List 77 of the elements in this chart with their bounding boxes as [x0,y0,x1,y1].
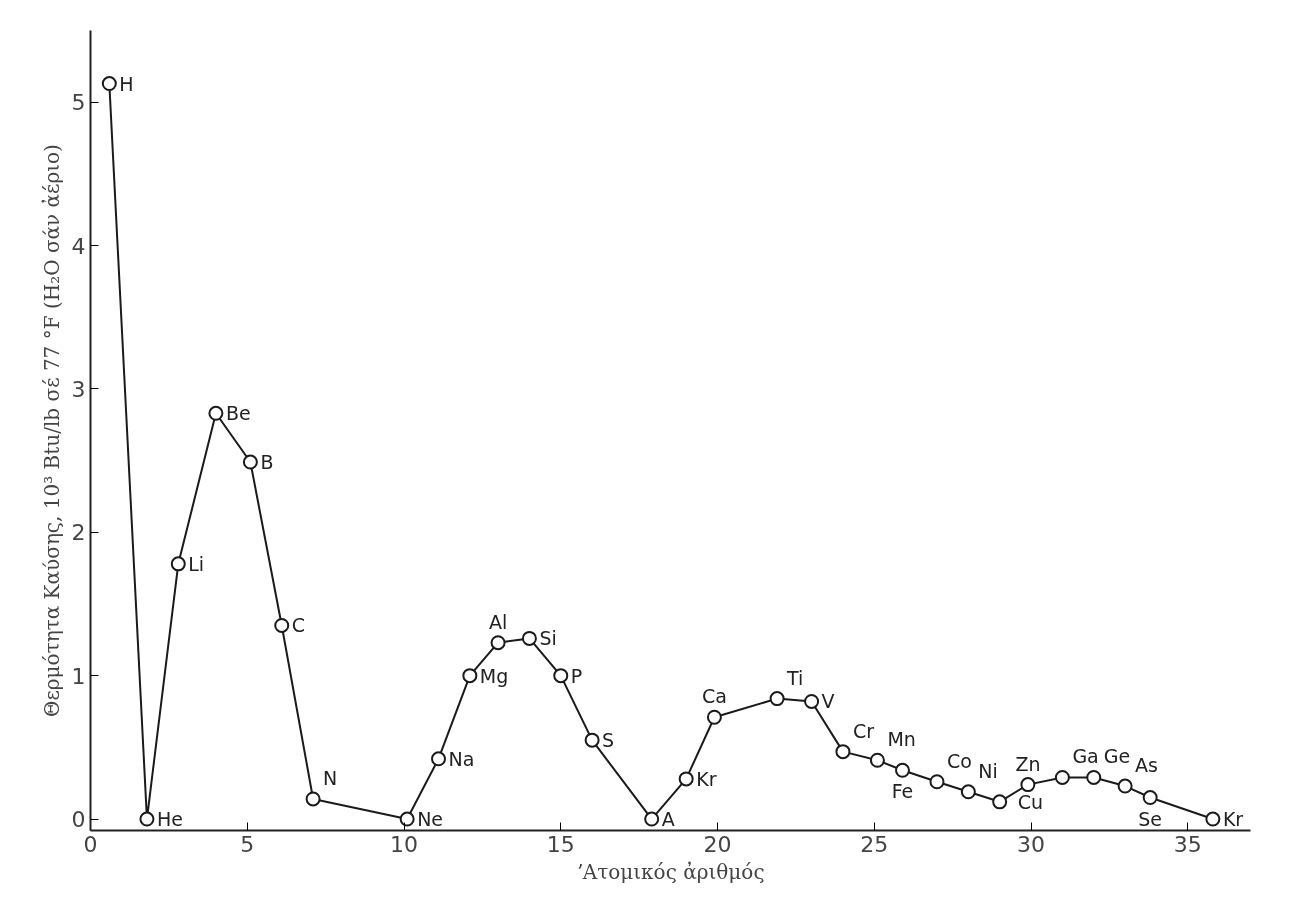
point [895,762,910,778]
annotation: S [602,729,615,752]
annotation: Al [488,610,508,633]
point [804,693,820,709]
annotation: Be [225,402,251,425]
point [1117,778,1133,794]
point [274,617,290,633]
point [170,556,186,572]
x-tick-label: 25 [860,831,889,857]
annotation: Si [539,627,557,650]
point [644,811,660,827]
annotation: Na [448,747,475,770]
x-tick-label: 20 [703,831,732,857]
annotation: V [821,690,835,713]
annotation: As [1135,754,1158,777]
point [584,732,600,748]
y-tick-label: 2 [71,520,86,546]
x-tick-label: 15 [546,831,575,857]
y-axis-title: Θερμότητα Καύσης, 10³ Btu/lb σέ 77 °F (H₂O σάν ἀέριο) [39,144,64,717]
annotation: A [661,808,675,831]
annotation: Ni [978,759,998,782]
annotation: Cu [1017,790,1043,813]
point [1086,769,1102,785]
y-tick-label: 0 [71,807,86,833]
point [399,811,415,827]
point [101,76,117,92]
y-tick-label: 4 [71,233,86,259]
point [1205,811,1221,827]
annotation: Kr [1222,808,1244,831]
point [960,784,976,800]
annotation: H [119,72,134,95]
annotation: Fe [891,780,914,803]
annotation: Co [946,749,972,772]
point [431,751,446,767]
point [462,668,478,684]
annotation: Ga [1072,745,1099,768]
y-tick-label: 1 [71,663,86,689]
x-axis-title: ʼΑτομικός ἀριθμός [576,859,765,884]
x-tick-label: 35 [1173,831,1202,857]
point [835,744,851,760]
point [242,454,258,470]
annotation: Ti [786,666,804,689]
annotation: P [570,664,583,687]
annotation: Mn [887,728,916,751]
annotation: Se [1138,807,1163,830]
annotation: Zn [1015,752,1041,775]
point [929,774,945,790]
annotation: Ge [1103,745,1131,768]
point [992,794,1008,810]
annotation: Mg [479,664,509,687]
annotation: B [260,451,274,474]
annotation: Cr [852,719,875,742]
annotation: C [291,614,306,637]
point [521,630,537,646]
point [678,771,694,787]
point [769,691,785,707]
point [1054,769,1070,785]
point [139,811,155,827]
y-tick-label: 5 [71,90,86,116]
point [490,635,506,651]
point [208,405,224,421]
y-tick-label: 3 [71,376,86,402]
annotation: He [156,808,183,831]
x-tick-label: 10 [390,831,419,857]
point [305,791,321,807]
point [706,709,722,725]
point [553,668,569,684]
annotation: Ne [417,808,444,831]
point [1020,777,1036,793]
annotation: Ca [701,685,727,708]
annotation: N [323,766,338,789]
point [869,752,885,768]
x-tick-label: 30 [1017,831,1046,857]
annotation: Li [188,552,205,575]
point [1142,790,1158,806]
x-tick-label: 5 [240,831,255,857]
annotation: Kr [696,767,717,790]
